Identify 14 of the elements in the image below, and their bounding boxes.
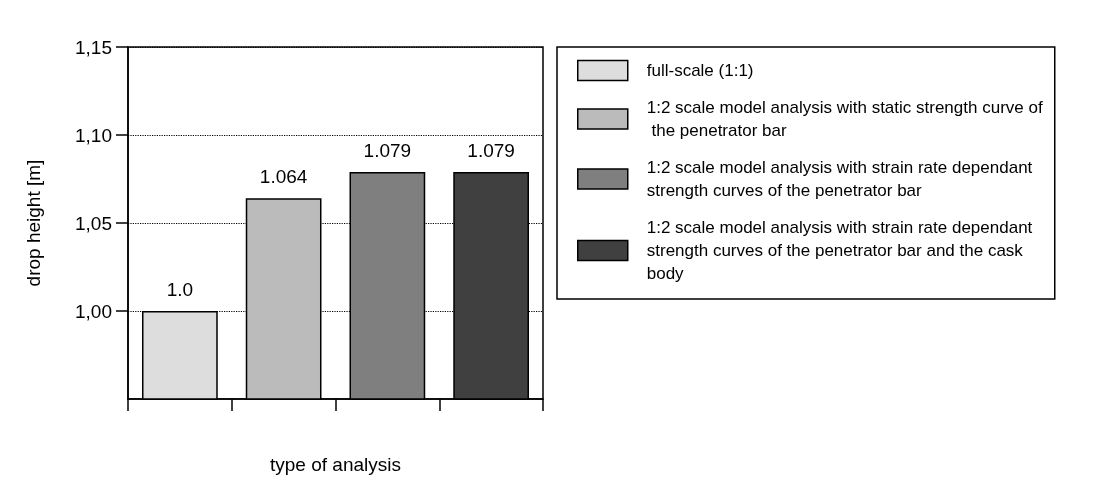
legend-label: 1:2 scale model analysis with strain rate dependant strength curves of the penetrator bar [646,158,1038,200]
y-tick-label: 1,10 [75,124,112,146]
y-tick-label: 1,05 [75,212,112,234]
data-label: 1.079 [467,139,515,161]
legend-label: full-scale (1:1) [646,61,754,80]
x-axis-title: type of analysis [270,454,401,475]
legend-label: 1:2 scale model analysis with static strength curve of the penetrator bar [646,98,1043,140]
data-label: 1.0 [166,279,194,300]
y-tick-label: 1,15 [75,36,112,58]
y-tick-label: 1,00 [75,300,112,322]
data-label: 1.064 [259,166,308,188]
legend-label: 1:2 scale model analysis with strain rate dependant strength curves of the penetrator bar and the cask body [646,218,1038,283]
y-axis-title: drop height [m] [23,159,44,287]
data-label: 1.079 [363,139,412,161]
